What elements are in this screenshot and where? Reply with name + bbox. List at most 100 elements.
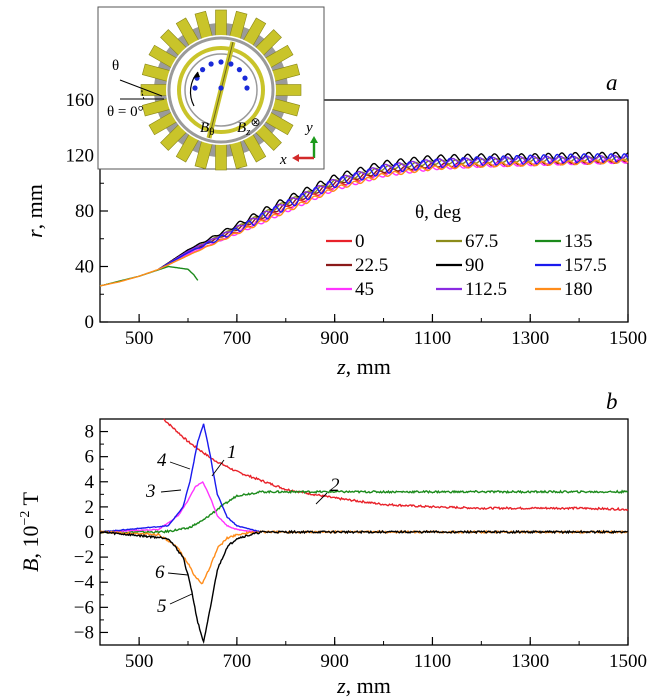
ytick-label: 0	[85, 522, 95, 543]
series-a-157-5	[158, 153, 629, 270]
xtick-label: 900	[320, 651, 349, 672]
motor-inset: θ θ = 0° Bθ Bz⊗ x y	[97, 6, 325, 171]
coil-block	[215, 9, 227, 39]
legend-entry: 112.5	[465, 279, 507, 300]
legend-entry: 180	[564, 279, 593, 300]
xtick-label: 900	[320, 328, 349, 349]
ylabel-b-var: B	[18, 559, 43, 572]
measurement-dot	[208, 61, 214, 67]
ytick-label: 4	[85, 472, 95, 493]
stator-coil	[272, 84, 302, 96]
measurement-dot	[236, 67, 242, 73]
panel-label-a: a	[606, 70, 618, 95]
theta-arrowhead-icon	[193, 72, 200, 78]
series-b-6	[99, 529, 629, 585]
legend-entry: 67.5	[465, 231, 498, 252]
legend-entry: 45	[355, 279, 374, 300]
annotation-leader	[211, 459, 225, 477]
xtick-label: 500	[125, 328, 154, 349]
xlabel-a-var: z	[336, 354, 346, 379]
curve-number-4: 4	[157, 450, 167, 471]
series-b-2	[99, 489, 629, 535]
annotation-leader	[169, 461, 191, 470]
inset-theta-zero: θ = 0°	[107, 104, 144, 120]
ytick-label: 6	[85, 447, 95, 468]
inset-bz-b: B	[237, 120, 246, 136]
ylabel-b-unit: , 10	[18, 526, 43, 559]
curve-number-6: 6	[155, 562, 165, 583]
ytick-label: −4	[74, 572, 95, 593]
coil-block	[272, 84, 302, 96]
ylabel-b-unit2: T	[18, 491, 43, 510]
series-b-4	[99, 423, 262, 533]
inset-theta: θ	[112, 58, 119, 74]
measurement-dot	[244, 85, 250, 91]
ytick-label: 120	[66, 146, 95, 167]
ytick-label: 0	[85, 312, 95, 333]
series-a-0	[158, 158, 629, 270]
measurement-dot	[242, 75, 248, 81]
ylabel-b-exp: −2	[18, 511, 33, 526]
xtick-label: 500	[125, 651, 154, 672]
ytick-label: 40	[75, 257, 94, 278]
curve-number-1: 1	[227, 442, 237, 463]
series-b-3	[99, 480, 257, 533]
xtick-label: 700	[223, 651, 252, 672]
measurement-dot	[218, 59, 224, 65]
measurement-dot	[200, 67, 206, 73]
ytick-label: 160	[66, 90, 95, 111]
stator-coil	[215, 9, 227, 39]
xlabel-a: z, mm	[336, 354, 391, 379]
coil-block	[215, 141, 227, 171]
ytick-label: 8	[85, 422, 95, 443]
xtick-label: 1300	[511, 328, 549, 349]
panel-label-b: b	[606, 389, 618, 414]
curve-number-2: 2	[330, 475, 340, 496]
legend-a: θ, deg 0 22.5 45 67.5 90 112.5 135 157.5 180	[326, 202, 607, 300]
inset-x-label: x	[279, 152, 287, 168]
series-group-a	[99, 151, 629, 287]
y-arrowhead-icon	[310, 136, 318, 143]
measurement-dot	[228, 61, 234, 67]
ylabel-a-unit: , mm	[22, 184, 47, 229]
inset-btheta-b: B	[200, 120, 209, 136]
inset-btheta: Bθ	[200, 120, 214, 138]
xlabel-a-unit: , mm	[346, 354, 391, 379]
annotation-leader	[169, 593, 193, 605]
xtick-label: 700	[223, 328, 252, 349]
legend-entry: 90	[465, 255, 484, 276]
curve-annotations-b: 1 2 34 5 6	[145, 442, 340, 617]
inset-btheta-sub: θ	[209, 126, 214, 138]
ytick-label: −8	[74, 622, 94, 643]
legend-entry: 0	[355, 231, 365, 252]
stator-coil	[215, 141, 227, 171]
theta-ray	[119, 79, 163, 97]
xtick-label: 1100	[414, 651, 451, 672]
ylabel-a-var: r	[22, 229, 47, 238]
inset-bz-symbol: ⊗	[250, 115, 260, 129]
xtick-label: 1500	[609, 328, 647, 349]
ylabel-a: r, mm	[22, 184, 47, 238]
series-group-b	[99, 418, 629, 644]
xtick-label: 1100	[414, 328, 451, 349]
legend-title: θ, deg	[415, 202, 462, 223]
measurement-dot-center	[218, 85, 224, 91]
ytick-label: −2	[74, 547, 94, 568]
annotation-leader	[315, 492, 328, 505]
series-a-180	[99, 158, 629, 287]
inset-bz: Bz⊗	[237, 115, 261, 138]
curve-number-3: 3	[145, 481, 156, 502]
series-b-1	[163, 418, 629, 512]
xlabel-b-unit: , mm	[346, 673, 391, 698]
ylabel-b: B, 10−2 T	[18, 491, 43, 571]
annotation-leader	[167, 572, 189, 576]
series-a-90	[158, 151, 629, 270]
xlabel-b: z, mm	[336, 673, 391, 698]
legend-entry: 157.5	[564, 255, 607, 276]
legend-entry: 22.5	[355, 255, 388, 276]
series-b-5	[99, 529, 629, 644]
inset-y-label: y	[304, 120, 313, 136]
